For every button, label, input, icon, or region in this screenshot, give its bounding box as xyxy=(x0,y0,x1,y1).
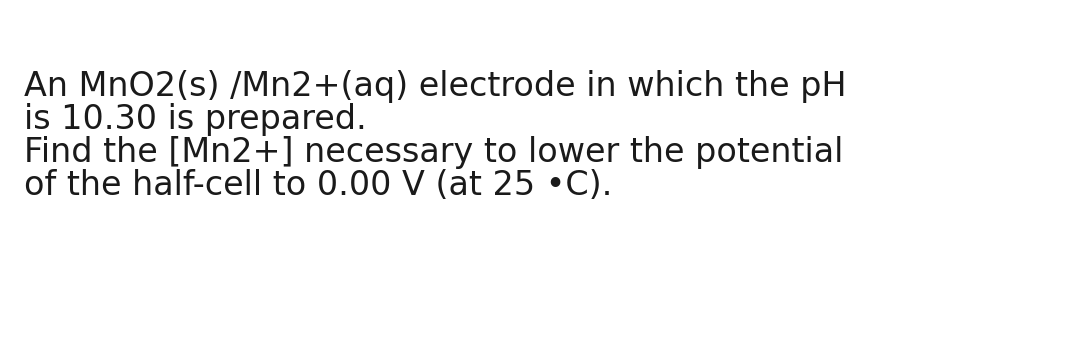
Text: An MnO2(s) /Mn2+(aq) electrode in which the pH
is 10.30 is prepared.
Find the [M: An MnO2(s) /Mn2+(aq) electrode in which … xyxy=(24,70,847,201)
